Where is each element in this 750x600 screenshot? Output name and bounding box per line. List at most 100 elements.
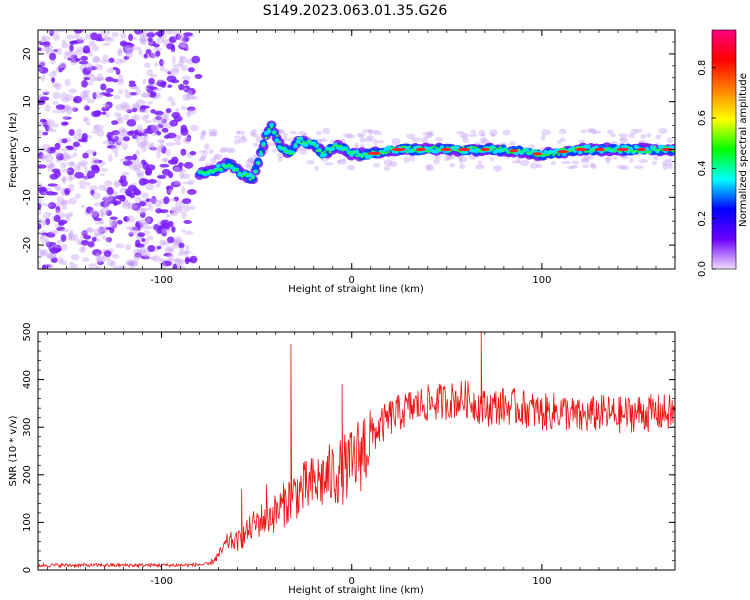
spectrogram-point [100, 207, 110, 215]
spectrogram-ridge-blob [408, 145, 412, 149]
spectrogram-point [51, 82, 61, 88]
spectrogram-point [38, 198, 43, 203]
spectrogram-ylabel: Frequency (Hz) [8, 112, 19, 188]
spectrogram-point [140, 91, 151, 99]
spectrogram-point [166, 132, 177, 139]
spectrogram-point [60, 187, 66, 195]
spectrogram-ridge-blob [251, 164, 260, 171]
spectrogram-ridge-blob [568, 149, 572, 153]
spectrogram-point [97, 226, 106, 235]
spectrogram-point [169, 119, 178, 127]
spectrogram-point [157, 139, 166, 143]
spectrogram-point [132, 114, 141, 122]
spectrogram-ridge-blob [541, 153, 545, 157]
spectrogram-point [91, 110, 101, 118]
spectrogram-point [161, 227, 170, 234]
spectrogram-point [114, 151, 119, 158]
spectrogram-point [481, 137, 489, 144]
spectrogram-ridge-blob [312, 143, 316, 147]
spectrogram-point [70, 54, 78, 59]
spectrogram-point [131, 226, 141, 231]
spectrogram-point [247, 158, 254, 162]
spectrogram-point [179, 247, 185, 253]
spectrogram-point [52, 101, 59, 105]
spectrogram-point [155, 37, 165, 44]
spectrogram-point [89, 209, 99, 217]
spectrogram-point [41, 221, 47, 226]
spectrogram-point [129, 226, 139, 233]
spectrogram-point [150, 91, 157, 97]
snr-ticks: -100 0 100 0 100 200 300 400 500 [22, 322, 676, 587]
spectrogram-ridge-blob [613, 150, 617, 153]
spectrogram-point [183, 219, 192, 224]
spectrogram-point [76, 162, 82, 170]
spectrogram-peak [391, 147, 406, 152]
spectrogram-point [165, 148, 171, 156]
spectrogram-point [161, 168, 171, 176]
spectrogram-point [41, 264, 47, 269]
spectrogram-point [265, 142, 276, 147]
spectrogram-ridge-blob [588, 149, 594, 154]
spectrogram-point [41, 143, 51, 151]
spectrogram-point [74, 58, 81, 62]
spectrogram-point [142, 161, 149, 170]
spectrogram-point [181, 35, 190, 43]
spectrogram-point [52, 109, 62, 114]
spectrogram-point [76, 128, 83, 136]
spectrogram-ridge-blob [384, 151, 388, 155]
spectrogram-point [175, 201, 185, 209]
spectrogram-point [40, 118, 47, 123]
spectrogram-ridge-blob [525, 152, 529, 155]
spectrogram-point [157, 123, 164, 129]
spectrogram-ridge-blob [365, 152, 369, 156]
spectrogram-ridge-blob [293, 144, 298, 149]
spectrogram-point [187, 87, 196, 96]
spectrogram-point [82, 67, 92, 75]
spectrogram-point [55, 104, 66, 110]
spectrogram-point [109, 227, 115, 234]
spectrogram-point [199, 156, 205, 162]
spectrogram-point [92, 249, 102, 256]
spectrogram-point [140, 255, 150, 260]
spectrogram-ridge-blob [544, 154, 548, 157]
spectrogram-point [147, 245, 156, 253]
spectrogram-point [142, 131, 148, 137]
spectrogram-point [129, 264, 135, 269]
spectrogram-ridge-blob [400, 145, 404, 149]
spectrogram-point [135, 149, 141, 156]
spectrogram-point [82, 152, 89, 159]
spectrogram-point [62, 116, 72, 120]
spectrogram-point [571, 160, 580, 165]
spectrogram-point [146, 126, 155, 135]
spectrogram-point [118, 48, 123, 55]
spectrogram-point [116, 140, 122, 148]
spectrogram-peak [636, 147, 646, 152]
spectrogram-point [161, 60, 166, 65]
spectrogram-point [159, 65, 166, 72]
spectrogram-ridge-blob [264, 136, 268, 140]
spectrogram-point [58, 30, 65, 33]
spectrogram-point [178, 83, 185, 91]
spectrogram-point [82, 45, 91, 54]
spectrogram-point [165, 108, 172, 114]
spectrogram-point [115, 104, 125, 111]
spectrogram-point [47, 126, 53, 131]
spectrogram-peak [368, 151, 381, 155]
spectrogram-point [146, 85, 154, 94]
spectrogram-point [138, 178, 147, 186]
spectrogram-point [81, 230, 88, 237]
spectrogram-point [449, 162, 456, 168]
spectrogram-point [461, 134, 468, 141]
spectrogram-point [180, 106, 187, 111]
spectrogram-peak [575, 147, 587, 152]
spectrogram-point [201, 153, 208, 159]
spectrogram-point [83, 91, 89, 98]
spectrogram-point [366, 135, 375, 140]
spectrogram-point [111, 139, 116, 143]
spectrogram-point [66, 34, 76, 40]
spectrogram-point [96, 260, 104, 265]
spectrogram-point [92, 56, 101, 64]
spectrogram-point [123, 89, 130, 94]
